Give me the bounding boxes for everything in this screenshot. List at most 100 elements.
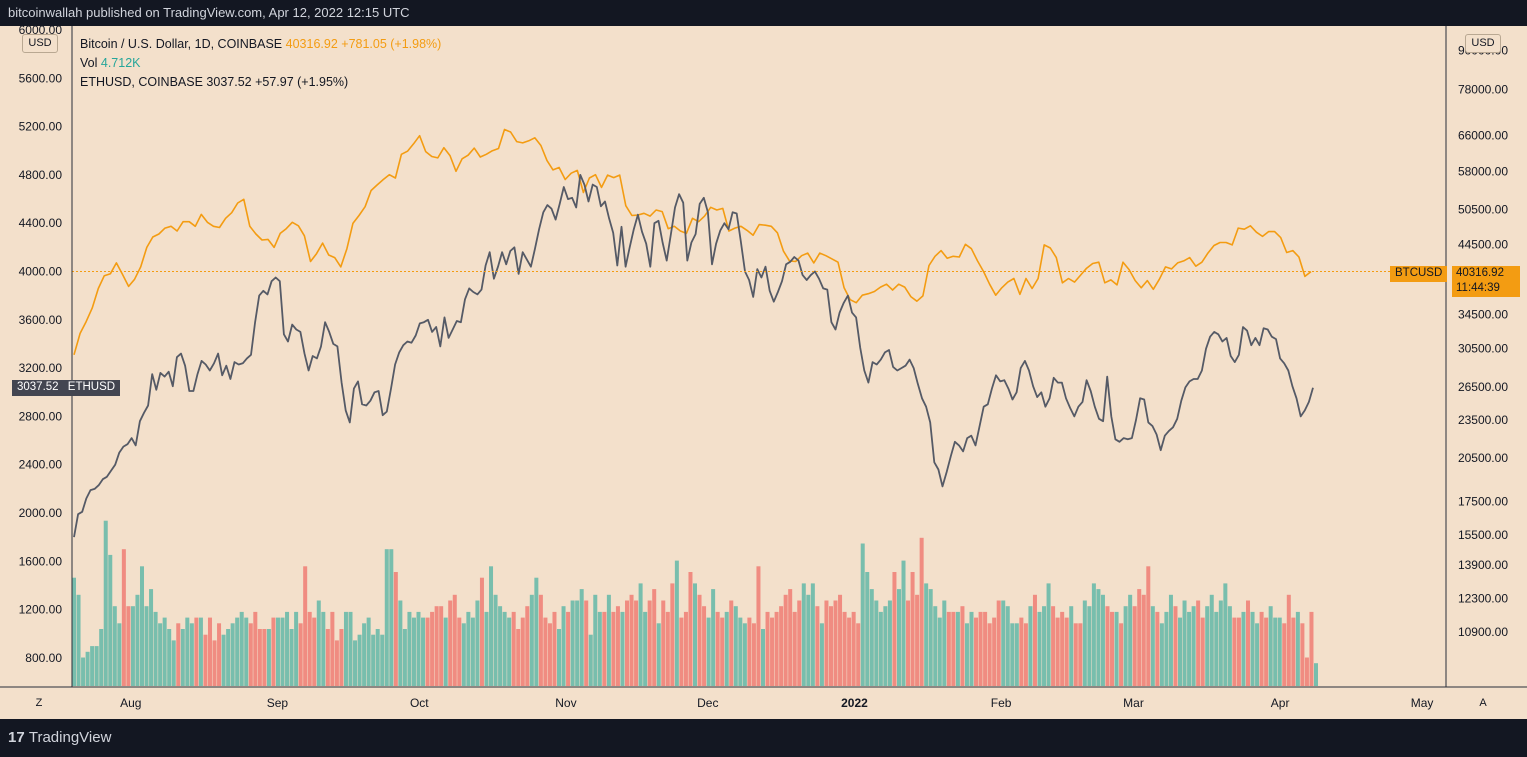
volume-bar — [1082, 600, 1087, 686]
volume-bar — [670, 583, 675, 686]
volume-bar — [371, 634, 376, 686]
volume-bar — [815, 606, 820, 686]
right-axis-tick-label: 44500.00 — [1458, 237, 1508, 251]
volume-bar — [81, 657, 86, 686]
right-axis-tick-label: 66000.00 — [1458, 129, 1508, 143]
right-axis-tick-label: 13900.00 — [1458, 558, 1508, 572]
volume-bar — [212, 640, 217, 686]
chart-svg[interactable]: 6000.00 5600.00 5200.00 4800.00 4400.00 4000.… — [0, 26, 1527, 719]
volume-bar — [688, 572, 693, 686]
volume-bar — [117, 623, 122, 686]
volume-bar — [647, 600, 652, 686]
volume-bar — [593, 594, 598, 686]
volume-bar — [738, 617, 743, 686]
volume-bar — [244, 617, 249, 686]
volume-bar — [112, 606, 117, 686]
volume-bar — [1241, 611, 1246, 686]
tradingview-logo[interactable]: 17 TradingView — [8, 729, 111, 746]
left-axis-tick-label: 4000.00 — [19, 265, 63, 279]
volume-bar — [661, 600, 666, 686]
volume-bar — [1005, 606, 1010, 686]
volume-bar — [1051, 606, 1056, 686]
time-axis-tick-label: May — [1411, 696, 1434, 710]
left-axis-tick-label: 1200.00 — [19, 603, 63, 617]
volume-bar — [711, 589, 716, 686]
volume-bar — [493, 594, 498, 686]
volume-bar — [103, 520, 108, 686]
volume-bar — [919, 537, 924, 686]
volume-bar — [180, 629, 185, 686]
volume-bar — [779, 606, 784, 686]
btcusd-series-line — [73, 128, 1312, 356]
volume-bar — [579, 589, 584, 686]
volume-bar — [683, 611, 688, 686]
ethusd-price-tag: 3037.52 ETHUSD — [12, 380, 121, 396]
volume-bar — [362, 623, 367, 686]
volume-bar — [312, 617, 317, 686]
volume-bar — [257, 629, 262, 686]
volume-bar — [892, 572, 897, 686]
volume-bar — [466, 611, 471, 686]
volume-bar — [334, 640, 339, 686]
volume-bar — [760, 629, 765, 686]
volume-bar — [126, 606, 131, 686]
volume-bar — [557, 629, 562, 686]
left-unit-button[interactable]: USD — [22, 34, 58, 53]
volume-bar — [330, 611, 335, 686]
right-axis-tick-label: 30500.00 — [1458, 341, 1508, 355]
volume-bar — [502, 611, 507, 686]
volume-bar — [924, 583, 929, 686]
volume-bar — [1037, 611, 1042, 686]
volume-bar — [353, 640, 358, 686]
volume-bar — [221, 634, 226, 686]
volume-bar — [1096, 589, 1101, 686]
volume-bar — [1218, 600, 1223, 686]
volume-bar — [176, 623, 181, 686]
zoom-z-button[interactable]: Z — [35, 697, 43, 709]
volume-bar — [1314, 663, 1318, 686]
time-axis-tick-label: Mar — [1123, 696, 1144, 710]
vol-legend-value: 4.712K — [100, 56, 141, 70]
volume-bar — [484, 611, 489, 686]
time-axis-tick-label: Feb — [991, 696, 1012, 710]
auto-scale-button[interactable]: A — [1479, 697, 1487, 709]
volume-bar — [1078, 623, 1083, 686]
volume-bar — [1227, 606, 1232, 686]
volume-bar — [552, 611, 557, 686]
left-axis-tick-label: 3200.00 — [19, 361, 63, 375]
eth-legend-text: ETHUSD, COINBASE 3037.52 +57.97 (+1.95%) — [80, 75, 349, 89]
volume-bar — [1073, 623, 1078, 686]
volume-bar — [1304, 657, 1309, 686]
publish-info-bar: bitcoinwallah published on TradingView.c… — [0, 0, 1527, 26]
volume-bar — [1246, 600, 1251, 686]
volume-bar — [307, 611, 312, 686]
volume-bar — [833, 600, 838, 686]
volume-bar — [906, 600, 911, 686]
ethusd-tag-name: ETHUSD — [67, 381, 116, 393]
volume-bar — [139, 566, 144, 686]
volume-bar — [443, 617, 448, 686]
left-axis-tick-label: 2800.00 — [19, 409, 63, 423]
volume-bar — [529, 594, 534, 686]
volume-bar — [1100, 594, 1105, 686]
btc-legend-name: Bitcoin / U.S. Dollar, 1D, COINBASE — [80, 37, 283, 51]
volume-bar — [865, 572, 870, 686]
volume-bar — [230, 623, 235, 686]
volume-bar — [978, 611, 983, 686]
volume-bar — [167, 629, 172, 686]
volume-bar — [1128, 594, 1133, 686]
right-unit-button[interactable]: USD — [1465, 34, 1501, 53]
volume-bar — [969, 611, 974, 686]
volume-bar — [878, 611, 883, 686]
volume-bar — [1282, 623, 1287, 686]
volume-bar — [1273, 617, 1278, 686]
volume-bar — [1191, 606, 1196, 686]
volume-bar — [937, 617, 942, 686]
chart-area[interactable]: 6000.00 5600.00 5200.00 4800.00 4400.00 4000.… — [0, 26, 1527, 719]
volume-bar — [348, 611, 353, 686]
volume-bar — [1087, 606, 1092, 686]
volume-bar — [747, 617, 752, 686]
axis-layer: 6000.00 5600.00 5200.00 4800.00 4400.00 4000.… — [0, 26, 1527, 710]
volume-bar — [520, 617, 525, 686]
volume-bar — [1060, 611, 1065, 686]
